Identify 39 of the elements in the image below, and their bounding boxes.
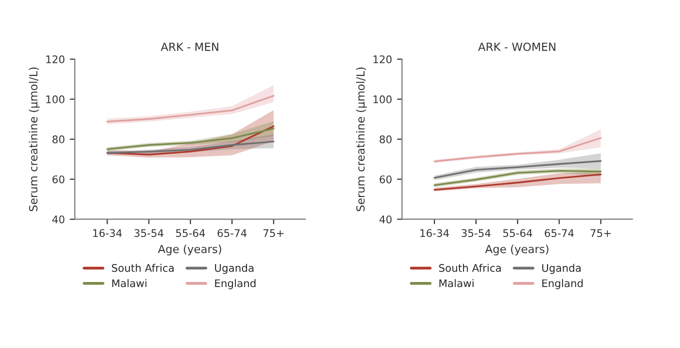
y-tick-label: 40 <box>380 215 392 224</box>
x-axis-title: Age (years) <box>485 244 548 256</box>
line-series <box>106 140 274 154</box>
x-tick-label: 35-54 <box>462 229 491 238</box>
x-tick-label: 35-54 <box>134 229 164 238</box>
legend-label: England <box>215 279 256 290</box>
line-series <box>434 137 602 162</box>
legend-label: Uganda <box>542 264 581 274</box>
x-tick-label: 55-64 <box>503 229 532 238</box>
x-tick-label: 65-74 <box>218 229 247 238</box>
line-series <box>106 128 274 150</box>
legend-label: Malawi <box>439 279 474 288</box>
legend-label: Uganda <box>215 264 254 274</box>
y-tick-label: 100 <box>374 95 392 104</box>
chart-title: ARK - WOMEN <box>478 42 556 51</box>
y-tick-label: 40 <box>52 215 64 224</box>
x-tick-label: 75+ <box>263 229 284 238</box>
y-tick-label: 80 <box>380 135 392 144</box>
legend-label: Malawi <box>112 279 146 288</box>
y-axis-title: Serum creatinine (µmol/L) <box>28 68 40 212</box>
y-tick-label: 60 <box>380 175 392 184</box>
y-tick-label: 120 <box>374 55 392 64</box>
legend-label: South Africa <box>439 264 501 272</box>
x-tick-label: 75+ <box>590 229 611 238</box>
x-tick-label: 16-34 <box>93 229 122 238</box>
legend-label: England <box>542 279 583 290</box>
y-tick-label: 100 <box>46 95 64 104</box>
y-tick-label: 80 <box>52 135 64 144</box>
x-axis-title: Age (years) <box>158 244 222 256</box>
y-axis-title: Serum creatinine (µmol/L) <box>356 68 367 212</box>
legend-label: South Africa <box>112 264 174 272</box>
chart-title: ARK - MEN <box>160 42 218 51</box>
y-tick-label: 120 <box>46 55 64 64</box>
line-series <box>106 94 274 122</box>
x-tick-label: 55-64 <box>176 229 205 238</box>
y-tick-label: 60 <box>52 175 64 184</box>
x-tick-label: 16-34 <box>420 229 449 238</box>
x-tick-label: 65-74 <box>544 229 574 238</box>
line-series <box>434 160 602 179</box>
